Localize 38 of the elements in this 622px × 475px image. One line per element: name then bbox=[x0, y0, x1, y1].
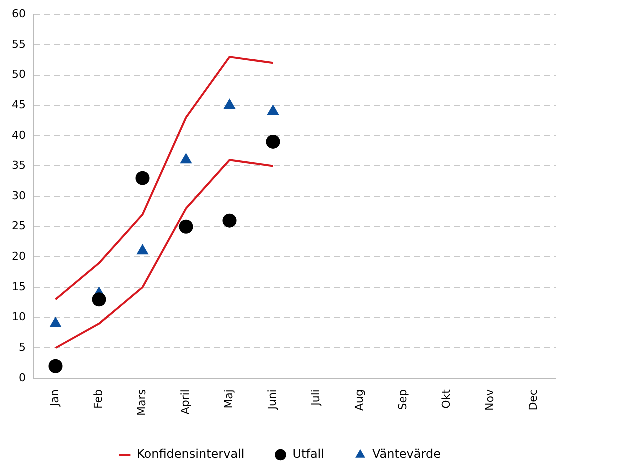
x-tick-label: Juni bbox=[266, 390, 280, 411]
point bbox=[267, 104, 280, 116]
x-tick-label: Okt bbox=[440, 388, 454, 409]
x-tick-label: Juli bbox=[310, 390, 323, 407]
point bbox=[179, 220, 194, 234]
legend-label: Utfall bbox=[292, 447, 324, 462]
y-tick-label: 20 bbox=[12, 250, 26, 264]
point bbox=[266, 134, 280, 149]
legend-label: Väntevärde bbox=[372, 447, 441, 462]
y-tick-label: 60 bbox=[12, 7, 26, 20]
y-tick-label: 45 bbox=[12, 98, 26, 112]
point bbox=[136, 244, 149, 255]
x-tick-label: Aug bbox=[353, 390, 366, 411]
y-tick-label: 25 bbox=[12, 220, 26, 233]
x-tick-label: Dec bbox=[527, 390, 540, 411]
point bbox=[180, 153, 192, 164]
y-tick-label: 15 bbox=[12, 280, 26, 294]
x-tick-label: Feb bbox=[92, 390, 106, 409]
point bbox=[222, 214, 237, 228]
point bbox=[224, 98, 236, 110]
point bbox=[48, 359, 63, 374]
y-tick-label: 50 bbox=[12, 68, 26, 82]
x-tick-label: April bbox=[179, 390, 192, 415]
x-tick-label: Nov bbox=[484, 389, 497, 411]
legend-label: Konfidensintervall bbox=[137, 447, 245, 462]
x-tick-label: Sep bbox=[396, 390, 410, 410]
y-tick-label: 30 bbox=[12, 189, 26, 202]
y-tick-label: 5 bbox=[18, 341, 26, 354]
y-tick-label: 0 bbox=[18, 371, 26, 384]
point bbox=[92, 292, 106, 307]
x-tick-label: Mars bbox=[136, 389, 149, 416]
point bbox=[136, 171, 150, 186]
y-tick-label: 10 bbox=[12, 310, 26, 324]
y-tick-label: 35 bbox=[12, 159, 26, 172]
x-tick-label: Maj bbox=[222, 390, 236, 409]
y-tick-label: 55 bbox=[12, 38, 26, 51]
x-tick-label: Jan bbox=[48, 390, 62, 408]
y-tick-label: 40 bbox=[12, 128, 26, 142]
